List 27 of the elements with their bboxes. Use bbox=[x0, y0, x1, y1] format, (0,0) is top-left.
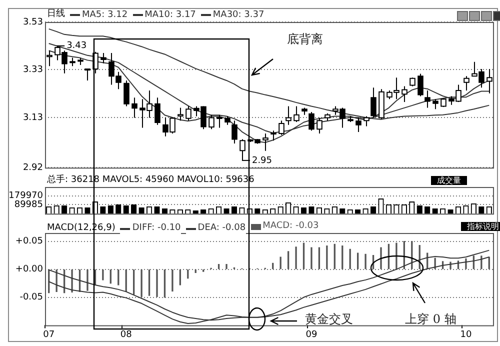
legend-label: MA30: 3.37 bbox=[212, 10, 264, 20]
y-tick-label: +0.05 bbox=[15, 236, 43, 247]
annotation: 上穿 0 轴 bbox=[405, 311, 456, 328]
legend-label: MA5: 3.12 bbox=[82, 10, 128, 20]
y-tick-label: 3.53 bbox=[22, 17, 43, 28]
x-tick-label: 09 bbox=[306, 330, 318, 340]
text: 成交量 bbox=[431, 176, 467, 185]
annotation: 底背离 bbox=[287, 31, 323, 48]
chart-title: 日线 bbox=[47, 9, 65, 19]
annotation: 黄金交叉 bbox=[305, 311, 353, 328]
annotation: 3.43 bbox=[66, 41, 87, 52]
x-tick-label: 10 bbox=[460, 330, 472, 340]
y-tick-label: 3.13 bbox=[22, 112, 43, 123]
y-tick-label: 2.92 bbox=[22, 162, 43, 173]
y-tick-label: 89985 bbox=[14, 200, 43, 210]
text: 指标说明 bbox=[461, 222, 500, 231]
legend-label: DIFF: -0.10 bbox=[132, 223, 181, 234]
y-tick-label: -0.05 bbox=[20, 292, 43, 303]
legend-label: MA10: 3.17 bbox=[144, 10, 196, 20]
y-tick-label: 3.33 bbox=[22, 65, 43, 76]
x-tick-label: 07 bbox=[43, 330, 55, 340]
y-tick-label: 179970 bbox=[8, 191, 44, 202]
annotation: 2.95 bbox=[252, 156, 272, 166]
legend-label: MACD: -0.03 bbox=[262, 221, 319, 232]
legend-label: DEA: -0.08 bbox=[198, 223, 246, 234]
y-tick-label: +0.00 bbox=[15, 264, 44, 275]
x-tick-label: 08 bbox=[120, 330, 132, 340]
